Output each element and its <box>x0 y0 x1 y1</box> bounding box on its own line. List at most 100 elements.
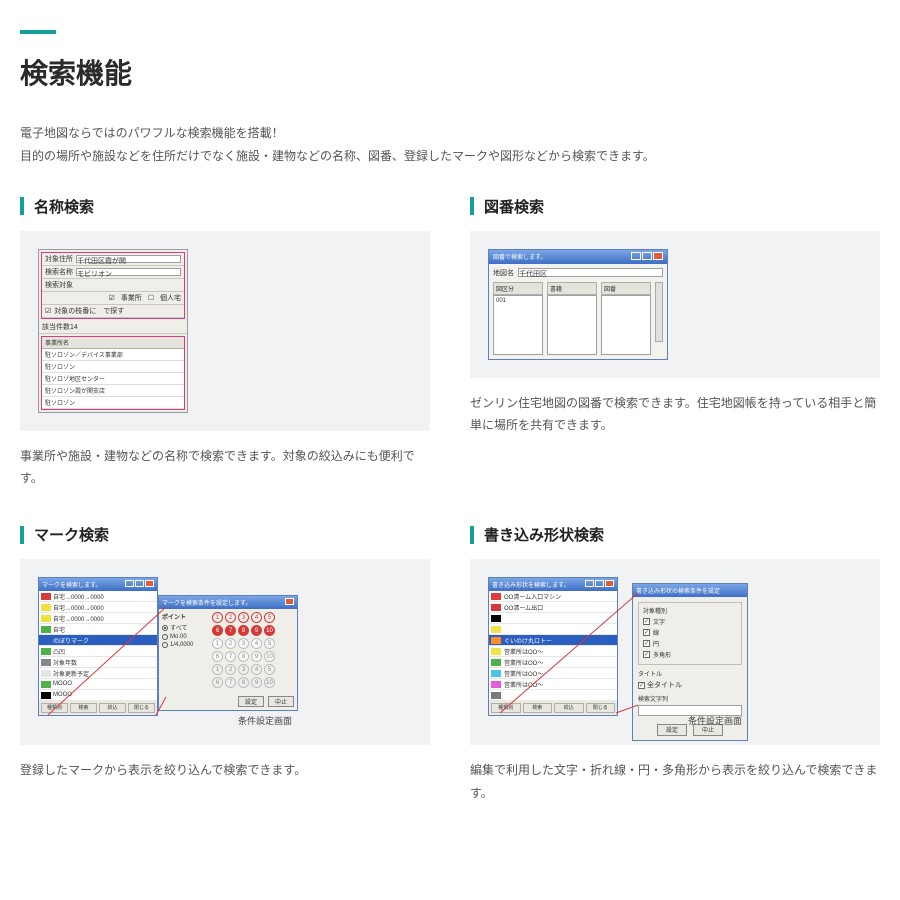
mock-check-label: 全タイトル <box>647 682 682 689</box>
list-item: 営業所はOO〜 <box>489 679 617 690</box>
number-chip: 1 <box>212 612 223 623</box>
group-label: ポイント <box>162 612 208 621</box>
number-chip: 10 <box>264 677 275 688</box>
mock-window-shape-list: 書き込み形状を検索します。 OO清ーム入口マシンOO清ーム出口 ぐいのけ丸ロトー… <box>488 577 618 716</box>
intro-line-1: 電子地図ならではのパワフルな検索機能を搭載！ <box>20 122 880 145</box>
window-title: 図番で検索します。 <box>493 252 546 261</box>
thumbnail-zuban-search: 図番で検索します。 地図名 千代田区 図区分 001 書籍 <box>470 231 880 378</box>
number-chip: 10 <box>264 625 275 636</box>
mock-checkbox-label: ☑ <box>108 294 114 302</box>
list-item <box>489 690 617 701</box>
mock-label: 対象の枝番に で探す <box>54 306 124 316</box>
mock-option: 個人宅 <box>160 293 181 303</box>
flag-icon <box>41 637 51 644</box>
flag-icon <box>41 681 51 688</box>
list-item: 自宅 <box>39 624 157 635</box>
list-header: 事業所名 <box>42 337 184 349</box>
number-chip: 9 <box>251 651 262 662</box>
flag-icon <box>41 626 51 633</box>
mock-listbox <box>601 295 651 355</box>
checkbox-icon: ✓ <box>638 682 645 689</box>
flag-icon <box>41 670 51 677</box>
number-chip: 4 <box>251 638 262 649</box>
mock-radio-label: Mo.00 <box>170 634 187 640</box>
subheading-text: 名称検索 <box>34 196 94 217</box>
list-item: 凸凹 <box>39 646 157 657</box>
window-controls <box>584 580 614 589</box>
mock-scrollbar <box>655 282 663 342</box>
mock-button: 種類別 <box>491 703 521 713</box>
number-chip: 5 <box>264 638 275 649</box>
column-header: 図番 <box>601 282 651 295</box>
number-chip: 6 <box>212 625 223 636</box>
number-chip: 7 <box>225 625 236 636</box>
thumbnail-caption: 条件設定画面 <box>688 714 742 727</box>
color-swatch <box>491 648 501 655</box>
radio-icon <box>162 634 168 640</box>
flag-icon <box>41 604 51 611</box>
number-chip: 5 <box>264 664 275 675</box>
list-item: 営業所はOO〜 <box>489 646 617 657</box>
subheading-text: 図番検索 <box>484 196 544 217</box>
list-item: MOOO <box>39 679 157 690</box>
number-chip: 3 <box>238 638 249 649</box>
mock-button: 検索 <box>523 703 553 713</box>
subheading-name-search: 名称検索 <box>20 196 430 217</box>
mock-window-zuban-search: 図番で検索します。 地図名 千代田区 図区分 001 書籍 <box>488 249 668 360</box>
color-swatch <box>491 604 501 611</box>
window-title: 書き込み形状を検索します。 <box>492 580 569 589</box>
color-swatch <box>491 659 501 666</box>
flag-icon <box>41 615 51 622</box>
list-item: ぐいのけ丸ロトー <box>489 635 617 646</box>
mock-checkbox-label: ☑ <box>45 307 51 315</box>
page-title: 検索機能 <box>20 52 880 92</box>
checkbox-icon: ✓ <box>643 651 650 658</box>
mock-check-label: 円 <box>653 639 659 648</box>
number-chip: 3 <box>238 664 249 675</box>
mock-check-label: 線 <box>653 628 659 637</box>
section-name-search: 名称検索 対象住所千代田区霞が関 検索名称モビリオン 検索対象 ☑事業所 ☐個人… <box>20 196 430 491</box>
list-item <box>489 613 617 624</box>
thumbnail-shape-search: 書き込み形状を検索します。 OO清ーム入口マシンOO清ーム出口 ぐいのけ丸ロトー… <box>470 559 880 745</box>
section-mark-search: マーク検索 マークを検索します。 自宅→0000→0000自宅→0000→000… <box>20 524 430 805</box>
flag-icon <box>41 659 51 666</box>
mock-input: モビリオン <box>76 268 181 276</box>
number-chip: 3 <box>238 612 249 623</box>
number-chip: 6 <box>212 651 223 662</box>
window-controls <box>124 580 154 589</box>
list-item: 駐ソロゾン霞が関支店 <box>42 385 184 397</box>
number-chip: 7 <box>225 651 236 662</box>
mock-listbox <box>547 295 597 355</box>
number-chip: 2 <box>225 664 236 675</box>
feature-grid: 名称検索 対象住所千代田区霞が関 検索名称モビリオン 検索対象 ☑事業所 ☐個人… <box>20 196 880 805</box>
list-item: OO清ーム出口 <box>489 602 617 613</box>
subheading-text: 書き込み形状検索 <box>484 524 604 545</box>
subheading-zuban-search: 図番検索 <box>470 196 880 217</box>
subheading-shape-search: 書き込み形状検索 <box>470 524 880 545</box>
radio-icon <box>162 642 168 648</box>
mock-button: 閉じる <box>586 703 616 713</box>
group-label: タイトル <box>638 669 742 678</box>
mock-button: 絞込 <box>99 703 126 713</box>
mock-button: 中止 <box>268 696 294 707</box>
mock-check-label: 文字 <box>653 617 665 626</box>
column-header: 書籍 <box>547 282 597 295</box>
subheading-text: マーク検索 <box>34 524 109 545</box>
result-count: 該当件数14 <box>39 321 187 334</box>
checkbox-icon: ✓ <box>643 640 650 647</box>
number-chip: 8 <box>238 625 249 636</box>
mock-button: 設定 <box>238 696 264 707</box>
accent-bar-small <box>20 197 24 215</box>
radio-icon <box>162 625 168 631</box>
color-swatch <box>491 681 501 688</box>
accent-bar-small <box>470 526 474 544</box>
number-chip: 4 <box>251 612 262 623</box>
section-shape-search: 書き込み形状検索 書き込み形状を検索します。 OO清ーム入口マシンOO清ーム出口… <box>470 524 880 805</box>
number-chip: 1 <box>212 664 223 675</box>
color-swatch <box>491 670 501 677</box>
flag-icon <box>41 648 51 655</box>
mock-window-mark-list: マークを検索します。 自宅→0000→0000自宅→0000→0000自宅→00… <box>38 577 158 716</box>
number-chip: 9 <box>251 625 262 636</box>
mock-button: 設定 <box>657 724 687 736</box>
mock-radio-label: 1/4,0000 <box>170 642 193 648</box>
